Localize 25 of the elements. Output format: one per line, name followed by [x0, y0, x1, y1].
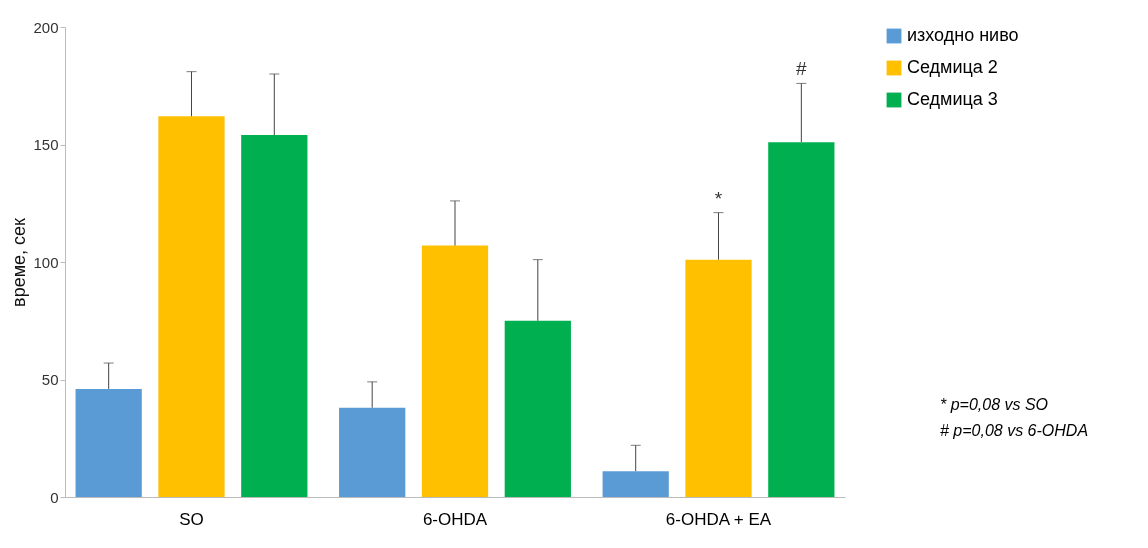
x-tick-label: 6-OHDA + EA — [665, 509, 772, 529]
y-tick-label: 200 — [33, 18, 59, 36]
bar — [685, 259, 752, 497]
legend-label: изходно ниво — [907, 25, 1019, 45]
text: * p=0,08 vs SO — [940, 396, 1049, 413]
bar — [241, 135, 308, 497]
annotation: * — [714, 187, 723, 209]
bar — [768, 142, 835, 497]
annotation: # — [796, 58, 808, 80]
bar — [339, 407, 406, 497]
bar — [602, 471, 669, 497]
x-tick-label: 6-OHDA — [422, 509, 488, 529]
y-tick-label: 0 — [50, 488, 59, 506]
y-tick-label: 50 — [41, 371, 59, 388]
text: # p=0,08 vs 6-OHDA — [940, 422, 1089, 439]
x-tick-label: SO — [179, 509, 204, 529]
y-tick-label: 100 — [33, 253, 59, 271]
legend-label: Седмица 2 — [907, 57, 998, 77]
bar — [75, 388, 142, 497]
y-axis-title: време, сек — [9, 217, 30, 307]
y-tick-label: 150 — [33, 136, 59, 153]
bar — [158, 116, 225, 497]
bar — [504, 320, 571, 497]
bar — [421, 245, 489, 497]
legend-label: Седмица 3 — [907, 89, 998, 109]
